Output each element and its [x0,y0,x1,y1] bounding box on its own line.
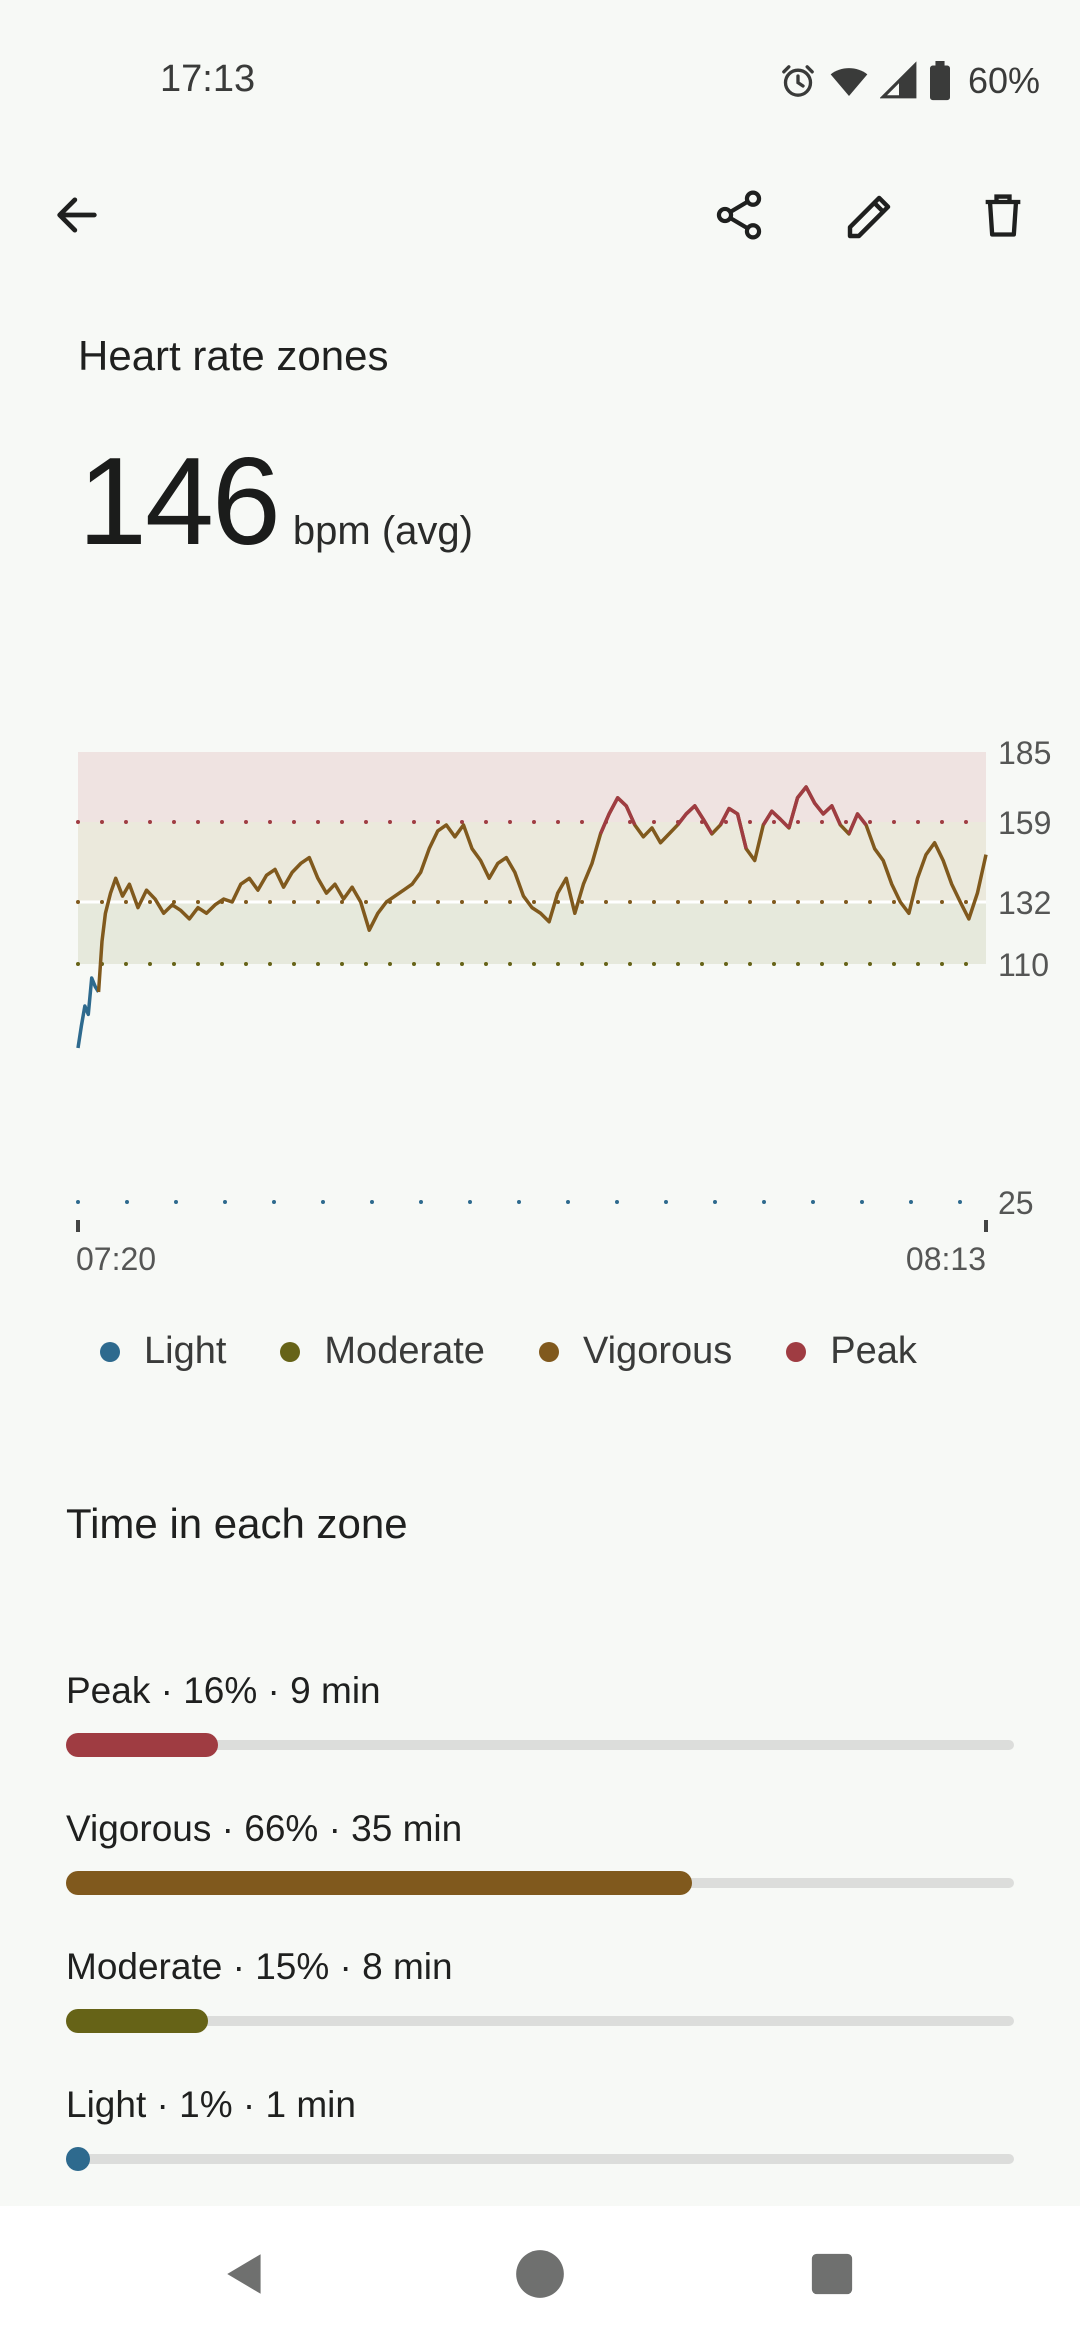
page-title: Heart rate zones [78,332,389,379]
delete-button[interactable] [958,170,1048,260]
time-in-zone-title: Time in each zone [66,1500,408,1547]
legend-label-peak: Peak [830,1330,917,1372]
legend-dot-vigorous [538,1341,559,1362]
nav-home-button[interactable] [508,2242,572,2306]
zone-track-peak [66,1733,1014,1757]
legend-label-light: Light [144,1330,227,1372]
zone-row-moderate: Moderate · 15% · 8 min [66,1946,1016,2084]
legend-item-vigorous: Vigorous [538,1330,733,1373]
heart-rate-chart-svg: 185 159 132 110 25 07:20 08:13 [76,735,1051,1277]
zone-bar-peak [66,1733,218,1757]
share-icon [716,190,762,240]
x-tick-label-start: 07:20 [76,1241,156,1277]
zone-bar-vigorous [66,1871,692,1895]
zone-row-light: Light · 1% · 1 min [66,2084,1016,2222]
wifi-icon [830,68,868,96]
legend-label-moderate: Moderate [324,1330,485,1372]
battery-icon [929,61,950,101]
zone-band-vigorous [78,822,986,902]
signal-icon [879,61,917,99]
chart-legend: Light Moderate Vigorous Peak [100,1330,971,1373]
zone-band-moderate [78,902,986,964]
y-tick-label: 132 [998,885,1051,921]
edit-button[interactable] [826,170,916,260]
battery-percent: 60% [967,60,1040,101]
heart-rate-chart: 185 159 132 110 25 07:20 08:13 [0,700,1080,1300]
zone-label-light: Light · 1% · 1 min [66,2084,356,2125]
share-button[interactable] [694,170,784,260]
average-bpm-value: 146 [78,433,281,571]
zone-label-vigorous: Vigorous · 66% · 35 min [66,1808,463,1849]
average-bpm-unit: bpm (avg) [292,509,473,553]
zone-track-light [66,2147,1014,2171]
zone-row-vigorous: Vigorous · 66% · 35 min [66,1808,1016,1946]
legend-item-light: Light [100,1330,226,1373]
y-tick-label: 25 [998,1185,1034,1221]
zone-track-vigorous [66,1871,1014,1895]
legend-dot-peak [786,1341,807,1362]
zone-track-moderate [66,2009,1014,2033]
status-bar: 17:13 60% [0,0,1080,160]
delete-icon [985,194,1021,237]
back-arrow-icon [57,197,97,233]
status-icons: 60% [778,56,1040,106]
legend-dot-moderate [280,1341,301,1362]
nav-back-button[interactable] [214,2242,278,2306]
series-peak-segment [598,785,868,850]
legend-item-peak: Peak [786,1330,917,1373]
zone-label-moderate: Moderate · 15% · 8 min [66,1946,453,1987]
zone-label-peak: Peak · 16% · 9 min [66,1670,381,1711]
zone-bar-moderate [66,2009,209,2033]
status-time: 17:13 [160,58,256,100]
nav-back-icon [227,2254,261,2294]
back-button[interactable] [32,170,122,260]
y-tick-label: 110 [998,947,1049,983]
zone-bar-light [66,2147,90,2171]
zone-band-peak [78,752,986,822]
nav-home-icon [516,2250,564,2298]
nav-recents-icon [811,2253,853,2295]
legend-item-moderate: Moderate [280,1330,485,1373]
y-tick-label: 159 [998,805,1051,841]
alarm-icon [782,65,814,97]
y-tick-label: 185 [998,735,1051,771]
average-heart-rate: 146 bpm (avg) [78,440,473,564]
zone-row-peak: Peak · 16% · 9 min [66,1670,1016,1808]
x-tick-label-end: 08:13 [906,1241,986,1277]
series-light-segment [76,976,101,1049]
legend-label-vigorous: Vigorous [582,1330,733,1372]
edit-icon [847,195,891,239]
nav-recents-button[interactable] [800,2242,864,2306]
top-app-bar [0,170,1080,280]
time-in-zone-list: Peak · 16% · 9 min Vigorous · 66% · 35 m… [66,1670,1016,2222]
system-navigation-bar [0,2206,1080,2340]
legend-dot-light [100,1341,120,1362]
